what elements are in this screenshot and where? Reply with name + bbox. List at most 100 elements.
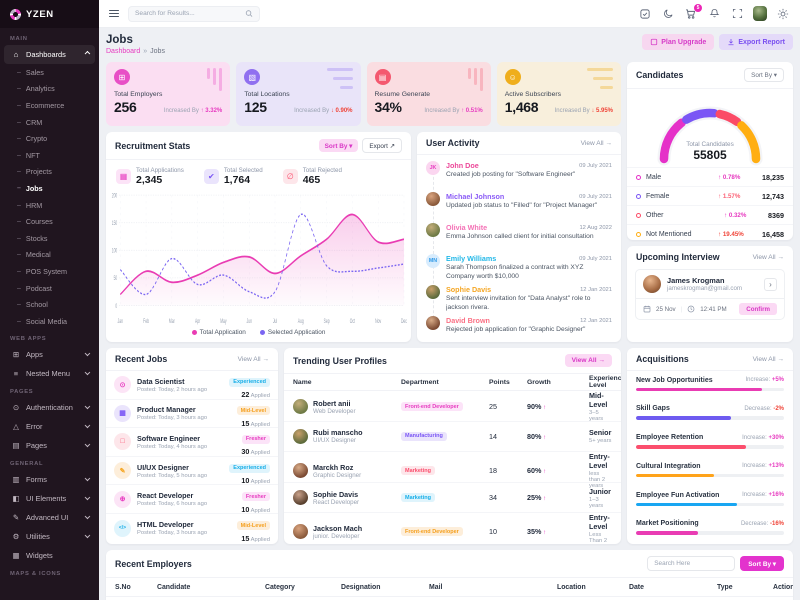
column-header-category[interactable]: Category — [265, 583, 295, 591]
sidebar-item-forms[interactable]: ▥ Forms — [4, 470, 95, 489]
stat-card-total-employers[interactable]: ⊞ Total Employers 256 Increased By ↑ 3.32% — [106, 62, 231, 126]
legend-item-total-application[interactable]: Total Application — [191, 329, 246, 336]
column-header-name[interactable]: Name — [293, 378, 312, 386]
sort-by-button[interactable]: Sort By ▾ — [318, 139, 359, 152]
shortcut-icon[interactable] — [638, 7, 652, 21]
job-item-software-engineer[interactable]: □ Software Engineer Posted: Today, 4 hours… — [106, 428, 278, 457]
sidebar-subitem-hrm[interactable]: – HRM — [0, 197, 99, 214]
sidebar-subitem-analytics[interactable]: – Analytics — [0, 81, 99, 98]
column-header-type[interactable]: Type — [717, 583, 733, 591]
column-header-experience-level[interactable]: Experience Level — [589, 375, 621, 390]
sidebar-item-error[interactable]: △ Error — [4, 417, 95, 436]
sidebar-subitem-nft[interactable]: – NFT — [0, 147, 99, 164]
breadcrumb-parent[interactable]: Dashboard — [106, 48, 141, 55]
employers-search-input[interactable] — [647, 556, 736, 571]
sidebar-subitem-projects[interactable]: – Projects — [0, 164, 99, 181]
sidebar-subitem-school[interactable]: – School — [0, 296, 99, 313]
view-all-link[interactable]: View All → — [752, 355, 784, 363]
sidebar-item-advanced-ui[interactable]: ✎ Advanced UI — [4, 508, 95, 527]
column-header-designation[interactable]: Designation — [341, 583, 381, 591]
sidebar-item-nested-menu[interactable]: ≡ Nested Menu — [4, 364, 95, 383]
sidebar-subitem-sales[interactable]: – Sales — [0, 64, 99, 81]
view-all-button[interactable]: View All → — [564, 354, 612, 367]
candidate-row-female[interactable]: Female ↑ 1.57% 12,743 — [627, 186, 793, 205]
sidebar-item-authentication[interactable]: ⊙ Authentication — [4, 398, 95, 417]
job-item-html-developer[interactable]: </> HTML Developer Posted: Today, 3 hours … — [106, 514, 278, 543]
stat-card-resume-generate[interactable]: ▤ Resume Generate 34% Increased By ↑ 0.51% — [366, 62, 491, 126]
activity-item[interactable]: Olivia White 12 Aug 2022 Emma Johnson call… — [426, 220, 612, 251]
sidebar-subitem-crm[interactable]: – CRM — [0, 114, 99, 131]
notifications-bell-icon[interactable] — [707, 7, 721, 21]
acquisition-item-cultural-integration[interactable]: Cultural Integration Increase: +13% — [627, 459, 793, 488]
view-all-link[interactable]: View All → — [752, 253, 784, 261]
sidebar-subitem-crypto[interactable]: – Crypto — [0, 130, 99, 147]
user-avatar[interactable] — [753, 6, 767, 21]
column-header-s-no[interactable]: S.No — [115, 583, 131, 591]
sidebar-subitem-social-media[interactable]: – Social Media — [0, 313, 99, 330]
job-item-data-scientist[interactable]: ⊙ Data Scientist Posted: Today, 2 hours ag… — [106, 371, 278, 400]
next-interview-button[interactable]: › — [764, 277, 777, 291]
job-item-ui-ux-designer[interactable]: ✎ UI/UX Designer Posted: Today, 5 hours ag… — [106, 457, 278, 486]
column-header-location[interactable]: Location — [557, 583, 586, 591]
activity-item[interactable]: MN Emily Williams 09 July 2021 Sarah Thomps… — [426, 251, 612, 282]
sidebar-subitem-courses[interactable]: – Courses — [0, 213, 99, 230]
stat-card-active-subscribers[interactable]: ☺ Active Subscribers 1,468 Increased By ↓ 5… — [496, 62, 621, 126]
sidebar-subitem-medical[interactable]: – Medical — [0, 247, 99, 264]
sidebar-subitem-podcast[interactable]: – Podcast — [0, 280, 99, 297]
fullscreen-icon[interactable] — [730, 7, 744, 21]
column-header-points[interactable]: Points — [489, 378, 510, 386]
profile-row-jackson-mach[interactable]: Jackson Mach junior. Developer Front-end D… — [284, 513, 621, 544]
brand-logo[interactable]: YZEN — [0, 0, 99, 28]
activity-item[interactable]: David Brown 12 Jan 2021 Rejected job appli… — [426, 313, 612, 342]
sidebar-item-utilities[interactable]: ⚙ Utilities — [4, 527, 95, 546]
profile-row-marckh-roz[interactable]: Marckh Roz Graphic Designer Marketing 18 60%… — [284, 452, 621, 489]
settings-gear-icon[interactable] — [776, 7, 790, 21]
dark-mode-moon-icon[interactable] — [661, 7, 675, 21]
acquisition-item-employee-retention[interactable]: Employee Retention Increase: +30% — [627, 431, 793, 460]
column-header-mail[interactable]: Mail — [429, 583, 443, 591]
sidebar-subitem-stocks[interactable]: – Stocks — [0, 230, 99, 247]
column-header-candidate[interactable]: Candidate — [157, 583, 191, 591]
sidebar-item-apps[interactable]: ⊞ Apps — [4, 345, 95, 364]
export-report-button[interactable]: Export Report — [719, 34, 793, 50]
acquisition-item-skill-gaps[interactable]: Skill Gaps Decrease: -2% — [627, 402, 793, 431]
sidebar-subitem-jobs[interactable]: – Jobs — [0, 180, 99, 197]
chevron-down-icon — [84, 441, 90, 447]
candidate-row-other[interactable]: Other ↑ 0.32% 8369 — [627, 205, 793, 224]
sidebar-item-dashboards[interactable]: ⌂ Dashboards — [4, 45, 95, 64]
activity-item[interactable]: JK John Doe 09 July 2021 Created job postin… — [426, 158, 612, 189]
job-item-react-developer[interactable]: ⊕ React Developer Posted: Today, 6 hours a… — [106, 485, 278, 514]
search-input[interactable] — [135, 10, 241, 17]
candidate-row-male[interactable]: Male ↑ 0.78% 18,235 — [627, 167, 793, 186]
view-all-link[interactable]: View All → — [237, 355, 269, 363]
activity-item[interactable]: Michael Johnson 09 July 2021 Updated job s… — [426, 189, 612, 220]
hamburger-menu-icon[interactable] — [109, 9, 119, 18]
profile-row-rubi-manscho[interactable]: Rubi manscho UI/UX Designer Manufacturing 1… — [284, 422, 621, 453]
profile-row-sophie-davis[interactable]: Sophie Davis React Developer Marketing 34 25… — [284, 483, 621, 514]
view-all-link[interactable]: View All → — [580, 139, 612, 147]
acquisition-item-new-job-opportunities[interactable]: New Job Opportunities Increase: +5% — [627, 373, 793, 402]
plan-upgrade-button[interactable]: Plan Upgrade — [642, 34, 715, 50]
column-header-action[interactable]: Action — [773, 583, 793, 591]
column-header-department[interactable]: Department — [401, 378, 439, 386]
cart-icon[interactable]: 5 — [684, 3, 702, 21]
legend-item-selected-application[interactable]: Selected Application — [259, 329, 325, 336]
profile-row-robert-anii[interactable]: Robert anii Web Developer Front-end Develo… — [284, 391, 621, 422]
sort-by-button[interactable]: Sort By ▾ — [740, 556, 784, 571]
acquisition-item-employee-fun-activation[interactable]: Employee Fun Activation Increase: +16% — [627, 488, 793, 517]
acquisition-item-market-positioning[interactable]: Market Positioning Decrease: -16% — [627, 517, 793, 544]
job-item-product-manager[interactable]: ▦ Product Manager Posted: Today, 3 hours a… — [106, 400, 278, 429]
stat-card-total-locations[interactable]: ▧ Total Locations 125 Increased By ↓ 0.90% — [236, 62, 361, 126]
sidebar-item-widgets[interactable]: ▦ Widgets — [4, 546, 95, 565]
sidebar-subitem-pos-system[interactable]: – POS System — [0, 263, 99, 280]
candidate-row-not-mentioned[interactable]: Not Mentioned ↑ 19.45% 16,458 — [627, 224, 793, 240]
export-button[interactable]: Export ↗ — [362, 138, 402, 153]
confirm-button[interactable]: Confirm — [739, 303, 777, 315]
sidebar-item-ui-elements[interactable]: ◧ UI Elements — [4, 489, 95, 508]
column-header-date[interactable]: Date — [629, 583, 644, 591]
sidebar-item-pages[interactable]: ▤ Pages — [4, 436, 95, 455]
column-header-growth[interactable]: Growth — [527, 378, 551, 386]
sidebar-subitem-ecommerce[interactable]: – Ecommerce — [0, 97, 99, 114]
activity-item[interactable]: Sophie Davis 12 Jan 2021 Sent interview in… — [426, 282, 612, 313]
sort-by-button[interactable]: Sort By ▾ — [744, 68, 784, 82]
